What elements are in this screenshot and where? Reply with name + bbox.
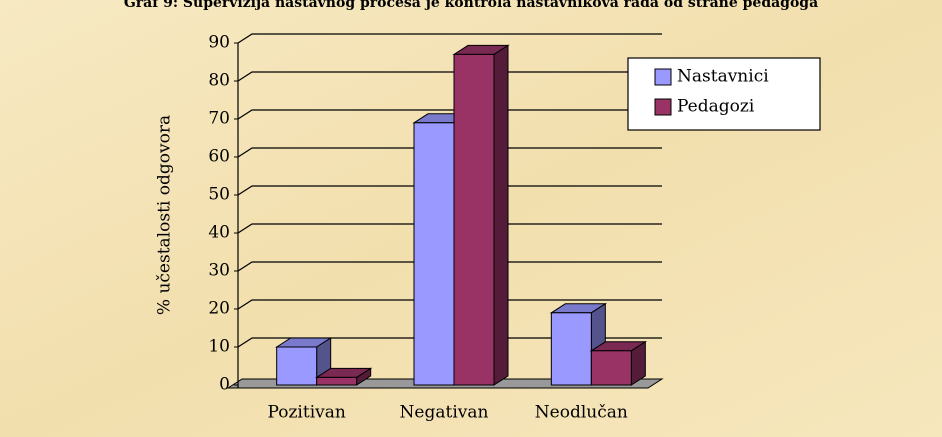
legend-label: Pedagozi: [677, 97, 755, 117]
y-tick-label: 10: [208, 337, 230, 357]
y-tick-label: 50: [208, 185, 230, 205]
grid-line: [237, 71, 662, 82]
bar: [413, 122, 455, 386]
y-tick-label: 20: [208, 299, 230, 319]
bar: [276, 346, 318, 386]
grid-line: [237, 337, 662, 348]
bar: [590, 350, 632, 386]
chart-title: Graf 9: Supervizija nastavnog procesa je…: [124, 0, 818, 11]
grid-line: [237, 185, 662, 196]
grid-line: [237, 299, 662, 310]
grid-line: [237, 109, 662, 120]
y-tick-label: 30: [208, 261, 230, 281]
grid-line: [237, 261, 662, 272]
legend-swatch: [654, 98, 672, 116]
bar: [550, 312, 592, 386]
grid-line: [237, 147, 662, 158]
y-tick-label: 60: [208, 147, 230, 167]
bar: [453, 53, 495, 386]
x-tick-label: Neodlučan: [535, 403, 628, 423]
grid-line: [237, 223, 662, 234]
y-axis-label: % učestalosti odgovora: [155, 115, 175, 315]
y-tick-label: 40: [208, 223, 230, 243]
legend-swatch: [654, 68, 672, 86]
x-tick-label: Pozitivan: [267, 403, 345, 423]
grid-line: [237, 33, 662, 44]
y-tick-label: 90: [208, 33, 230, 53]
bar: [316, 376, 358, 386]
legend-label: Nastavnici: [677, 67, 769, 87]
x-tick-label: Negativan: [400, 403, 489, 423]
y-tick-label: 0: [219, 375, 230, 395]
bar-side: [493, 44, 509, 386]
y-tick-label: 80: [208, 71, 230, 91]
y-tick-label: 70: [208, 109, 230, 129]
